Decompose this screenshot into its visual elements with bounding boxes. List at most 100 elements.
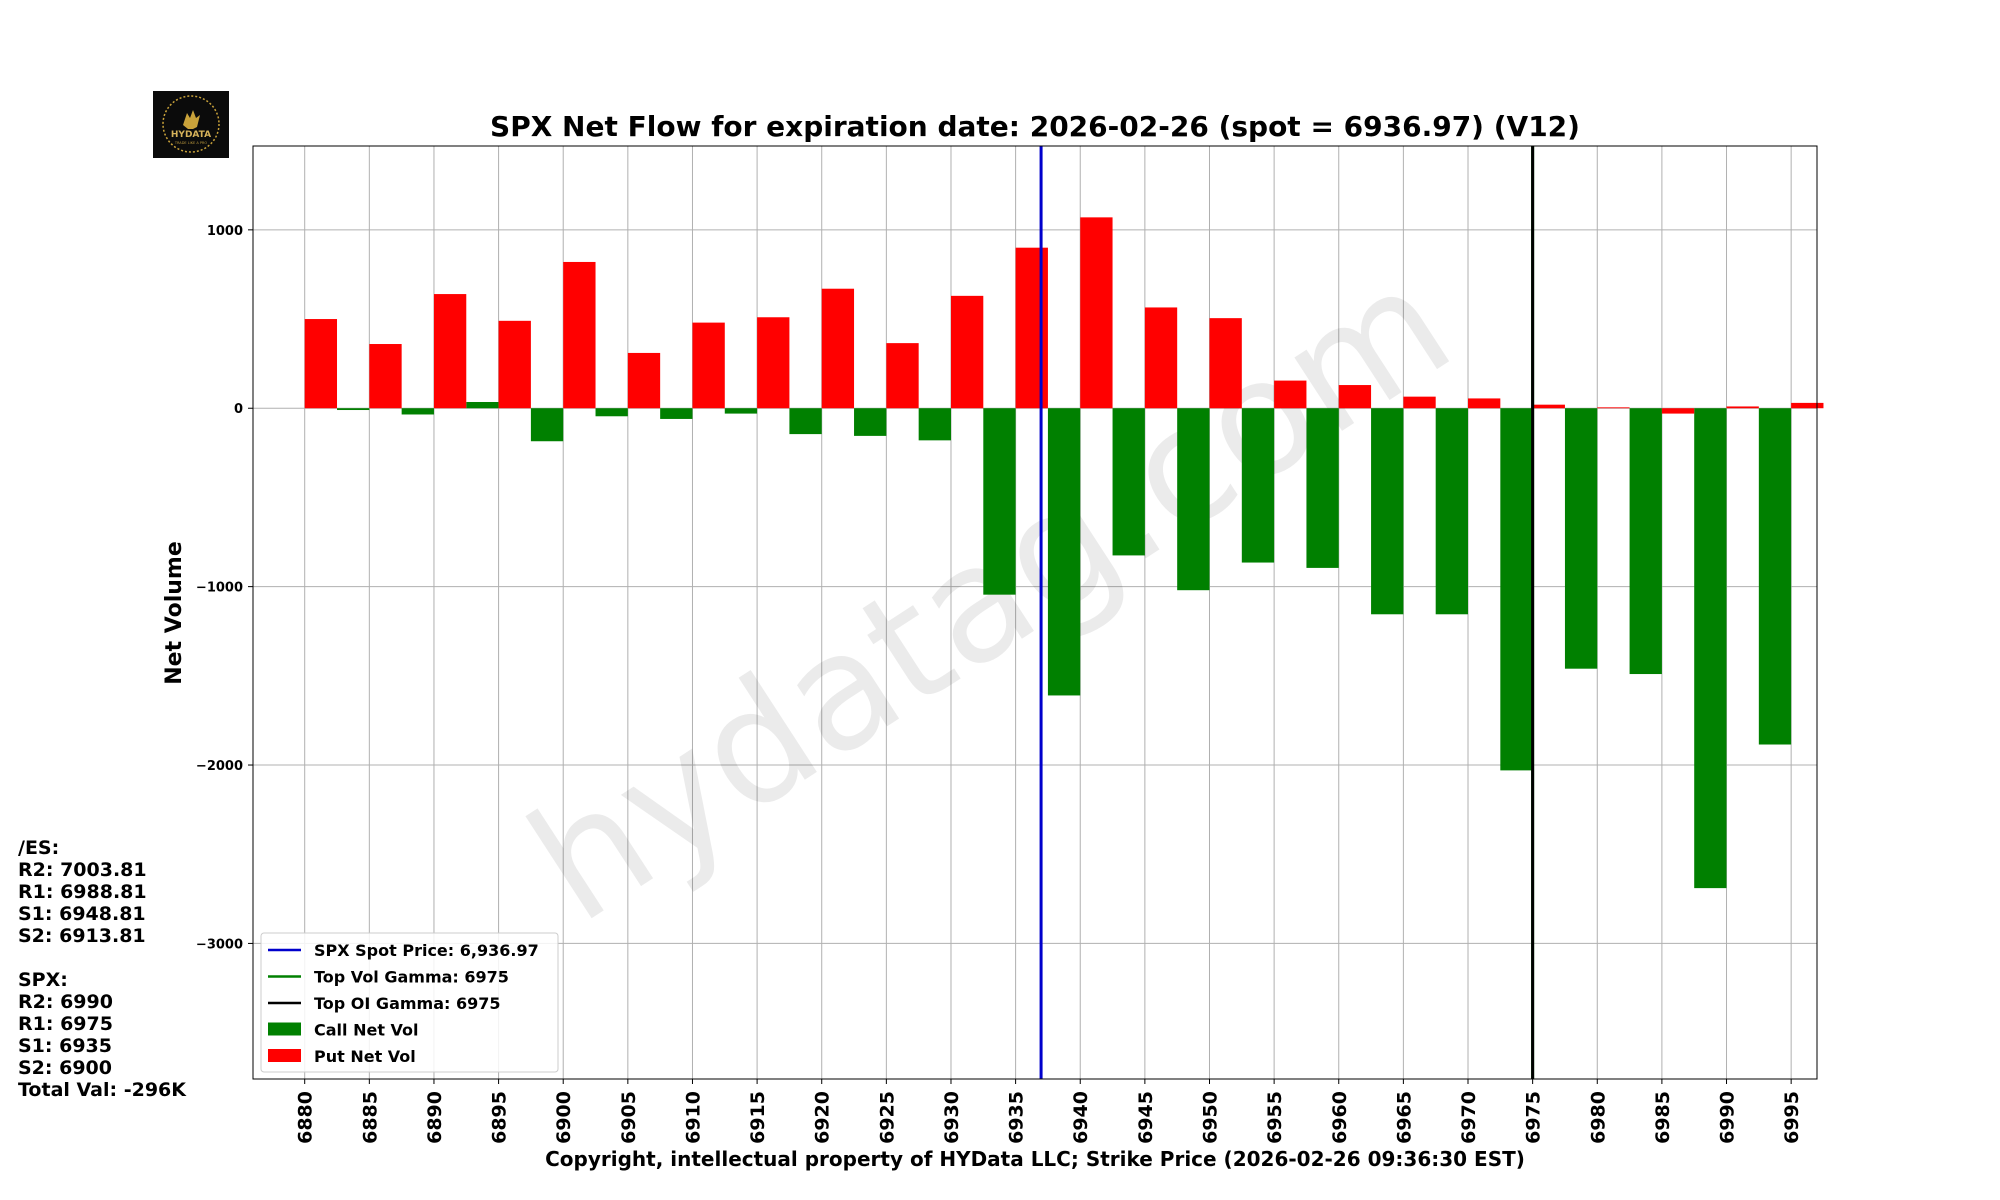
call-bar-6930 [918,408,951,441]
spx-r1: R1: 6975 [18,1013,113,1035]
es-s2: S2: 6913.81 [18,925,146,947]
call-bar-6940 [1047,408,1081,696]
call-bar-6885 [337,408,370,411]
legend-patch-swatch [268,1049,301,1062]
y-tick-label: 0 [234,402,243,417]
x-tick-label: 6960 [1329,1091,1351,1144]
spx-total-val: Total Val: -296K [18,1079,187,1101]
call-bar-6920 [789,408,822,435]
call-bar-6950 [1177,408,1210,591]
logo-subtext: TRADE LIKE A PRO [174,141,207,145]
x-tick-label: 6905 [618,1091,640,1144]
put-bar-6950 [1209,318,1242,409]
x-tick-label: 6880 [295,1091,317,1144]
es-r1: R1: 6988.81 [18,881,147,903]
put-bar-6990 [1726,406,1759,409]
call-bar-6975 [1500,408,1533,771]
put-bar-6930 [950,295,984,409]
call-bar-6915 [724,408,758,414]
call-bar-6905 [595,408,628,417]
logo-text: HYDATA [171,130,211,140]
put-bar-6960 [1338,385,1372,409]
x-tick-label: 6980 [1587,1091,1609,1144]
call-bar-6955 [1241,408,1275,563]
call-bar-6910 [660,408,693,419]
x-tick-label: 6955 [1264,1091,1286,1144]
call-bar-6970 [1435,408,1469,615]
put-bar-6965 [1403,396,1436,409]
spx-s1: S1: 6935 [18,1035,112,1057]
x-tick-label: 6995 [1781,1091,1803,1144]
legend-label: Call Net Vol [314,1021,419,1040]
legend-box [260,932,559,1073]
put-bar-6925 [886,343,919,409]
call-bar-6890 [401,408,434,415]
bars-layer [304,217,1824,889]
y-tick-label: −3000 [196,937,243,952]
y-tick-label: −1000 [196,581,243,596]
x-tick-label: 6950 [1199,1091,1221,1144]
y-axis-label: Net Volume [162,541,187,685]
x-tick-label: 6990 [1717,1091,1739,1144]
y-tick-label: −2000 [196,759,243,774]
x-tick-label: 6935 [1006,1091,1028,1144]
call-bar-6995 [1758,408,1792,745]
spx-header: SPX: [18,969,68,991]
x-tick-label: 6970 [1458,1091,1480,1144]
x-tick-label: 6890 [424,1091,446,1144]
put-bar-6905 [627,352,661,409]
x-tick-label: 6930 [941,1091,963,1144]
spx-levels-panel: SPX: R2: 6990 R1: 6975 S1: 6935 S2: 6900… [18,969,186,1101]
call-bar-6945 [1112,408,1145,556]
ticks-layer: 1000 0 −1000 −2000 −3000 6880 6885 6890 6895 6900… [196,224,1803,1144]
plot-frame [252,145,1818,1080]
put-bar-6890 [433,294,467,409]
legend-label: SPX Spot Price: 6,936.97 [314,941,539,960]
put-bar-6885 [369,344,402,409]
x-tick-label: 6915 [747,1091,769,1144]
call-bar-6895 [466,401,499,409]
put-bar-6935 [1015,247,1048,409]
chart-title: SPX Net Flow for expiration date: 2026-0… [490,110,1580,143]
spx-r2: R2: 6990 [18,991,113,1013]
put-bar-6945 [1144,307,1178,409]
put-bar-6970 [1468,398,1501,409]
legend: SPX Spot Price: 6,936.97 Top Vol Gamma: 6… [260,932,559,1073]
call-bar-6900 [530,408,564,442]
spx-s2: S2: 6900 [18,1057,112,1079]
es-s1: S1: 6948.81 [18,903,146,925]
x-tick-label: 6920 [812,1091,834,1144]
x-tick-label: 6985 [1652,1091,1674,1144]
x-tick-label: 6965 [1393,1091,1415,1144]
call-bar-6935 [983,408,1016,595]
y-tick-label: 1000 [207,224,243,239]
put-bar-6915 [757,317,790,409]
x-tick-label: 6945 [1135,1091,1157,1144]
es-header: /ES: [18,837,60,859]
call-bar-6985 [1629,408,1662,675]
put-bar-6955 [1274,380,1307,409]
es-r2: R2: 7003.81 [18,859,147,881]
put-bar-6880 [304,319,338,409]
legend-label: Top OI Gamma: 6975 [314,994,501,1013]
call-bar-6990 [1694,408,1727,889]
x-axis-label: Copyright, intellectual property of HYDa… [545,1147,1525,1171]
call-bar-6925 [854,408,887,436]
es-levels-panel: /ES: R2: 7003.81 R1: 6988.81 S1: 6948.81… [18,837,147,947]
put-bar-6985 [1661,408,1695,414]
put-bar-6995 [1791,402,1824,409]
x-tick-label: 6910 [682,1091,704,1144]
hydata-logo: HYDATA TRADE LIKE A PRO [153,91,229,158]
call-bar-6965 [1371,408,1404,615]
x-tick-label: 6975 [1523,1091,1545,1144]
put-bar-6940 [1080,217,1113,409]
x-tick-label: 6940 [1070,1091,1092,1144]
put-bar-6910 [692,322,725,409]
x-tick-label: 6895 [489,1091,511,1144]
x-tick-label: 6900 [553,1091,575,1144]
put-bar-6900 [563,261,596,409]
put-bar-6920 [821,288,855,409]
legend-label: Put Net Vol [314,1047,416,1066]
x-tick-label: 6885 [359,1091,381,1144]
